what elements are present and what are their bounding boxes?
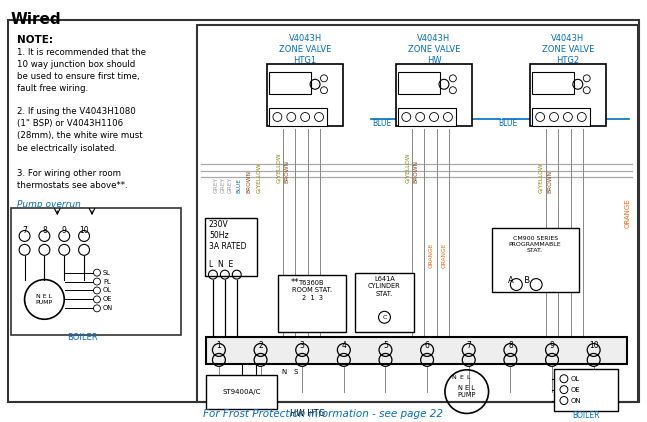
Bar	[205, 218, 257, 276]
Text: 4: 4	[342, 341, 346, 350]
Text: BROWN: BROWN	[285, 160, 290, 184]
Bar	[206, 375, 278, 409]
Bar	[530, 65, 606, 126]
Text: ORANGE: ORANGE	[441, 242, 446, 268]
Text: MOTOR: MOTOR	[276, 82, 299, 87]
Text: GREY: GREY	[221, 177, 225, 193]
Text: 1. It is recommended that the
10 way junction box should
be used to ensure first: 1. It is recommended that the 10 way jun…	[17, 48, 146, 93]
Text: V4043H
ZONE VALVE
HW: V4043H ZONE VALVE HW	[408, 34, 460, 65]
Text: HW HTG: HW HTG	[291, 409, 325, 419]
Text: ORANGE: ORANGE	[624, 198, 630, 228]
Text: 9: 9	[549, 341, 554, 350]
Bar	[397, 65, 472, 126]
Text: Wired: Wired	[11, 12, 61, 27]
Text: 5: 5	[383, 341, 388, 350]
Text: 6: 6	[424, 341, 430, 350]
Bar	[269, 73, 311, 94]
Text: BLUE: BLUE	[236, 179, 241, 193]
Text: 10: 10	[589, 341, 598, 350]
Text: BLUE: BLUE	[373, 119, 392, 128]
Text: V4043H
ZONE VALVE
HTG1: V4043H ZONE VALVE HTG1	[279, 34, 331, 65]
Text: OL: OL	[103, 287, 112, 293]
Text: 7: 7	[466, 341, 471, 350]
Text: MOTOR: MOTOR	[538, 82, 562, 87]
Bar	[355, 273, 414, 332]
Text: For Frost Protection information - see page 22: For Frost Protection information - see p…	[203, 409, 443, 419]
Text: CM900 SERIES
PROGRAMMABLE
STAT.: CM900 SERIES PROGRAMMABLE STAT.	[509, 236, 562, 253]
Text: N: N	[281, 369, 287, 375]
Text: ORANGE: ORANGE	[428, 242, 433, 268]
Text: OL: OL	[571, 376, 580, 382]
Text: BROWN: BROWN	[413, 160, 419, 184]
Text: BROWN: BROWN	[246, 170, 251, 193]
Bar	[399, 73, 440, 94]
Bar	[267, 65, 343, 126]
Bar	[206, 337, 628, 364]
Text: G/YELLOW: G/YELLOW	[538, 163, 543, 193]
Text: S: S	[293, 369, 298, 375]
Text: A    B: A B	[509, 276, 531, 284]
Text: 9: 9	[62, 226, 67, 235]
Text: G/YELLOW: G/YELLOW	[256, 163, 261, 193]
Text: 2. If using the V4043H1080
(1" BSP) or V4043H1106
(28mm), the white wire must
be: 2. If using the V4043H1080 (1" BSP) or V…	[17, 107, 142, 152]
Bar	[554, 369, 619, 411]
Text: BROWN: BROWN	[547, 170, 553, 193]
Bar	[269, 108, 327, 126]
Text: PL: PL	[103, 279, 111, 284]
Text: GREY: GREY	[227, 177, 232, 193]
Text: MOTOR: MOTOR	[404, 82, 428, 87]
Text: 1: 1	[217, 341, 221, 350]
Text: 3. For wiring other room
thermostats see above**.: 3. For wiring other room thermostats see…	[17, 168, 127, 190]
Text: OE: OE	[571, 387, 580, 392]
Text: N E L
PUMP: N E L PUMP	[457, 385, 476, 398]
Text: ST9400A/C: ST9400A/C	[223, 389, 261, 395]
Text: GREY: GREY	[214, 177, 219, 193]
Text: BOILER: BOILER	[67, 333, 98, 342]
Text: G/YELLOW: G/YELLOW	[405, 153, 410, 184]
Text: L: L	[466, 375, 470, 380]
Text: SL: SL	[103, 270, 111, 276]
Text: 8: 8	[508, 341, 513, 350]
Bar	[399, 108, 456, 126]
Text: NOTE:: NOTE:	[17, 35, 52, 45]
Text: OE: OE	[103, 296, 113, 303]
Text: N E L
PUMP: N E L PUMP	[36, 294, 53, 305]
Bar	[492, 228, 579, 292]
Text: 10: 10	[79, 226, 89, 235]
Text: L  N  E: L N E	[209, 260, 233, 269]
Text: 3: 3	[300, 341, 305, 350]
Text: 230V
50Hz
3A RATED: 230V 50Hz 3A RATED	[209, 220, 247, 251]
Text: E: E	[459, 375, 463, 380]
Text: ON: ON	[571, 398, 582, 403]
Bar	[278, 275, 345, 332]
Bar	[532, 73, 574, 94]
Text: L641A
CYLINDER
STAT.: L641A CYLINDER STAT.	[368, 276, 401, 297]
Text: T6360B
ROOM STAT.
2  1  3: T6360B ROOM STAT. 2 1 3	[292, 280, 332, 300]
Bar	[11, 208, 181, 335]
Bar	[197, 25, 639, 402]
Text: 8: 8	[42, 226, 47, 235]
Text: **: **	[291, 278, 299, 287]
Text: G/YELLOW: G/YELLOW	[276, 153, 281, 184]
Text: BLUE: BLUE	[498, 119, 518, 128]
Text: N: N	[452, 375, 456, 380]
Text: ON: ON	[103, 306, 113, 311]
Text: C: C	[382, 315, 387, 320]
Text: Pump overrun: Pump overrun	[17, 200, 80, 209]
Text: 2: 2	[258, 341, 263, 350]
Bar	[532, 108, 589, 126]
Text: 7: 7	[22, 226, 27, 235]
Text: BOILER: BOILER	[572, 411, 600, 420]
Text: V4043H
ZONE VALVE
HTG2: V4043H ZONE VALVE HTG2	[542, 34, 594, 65]
